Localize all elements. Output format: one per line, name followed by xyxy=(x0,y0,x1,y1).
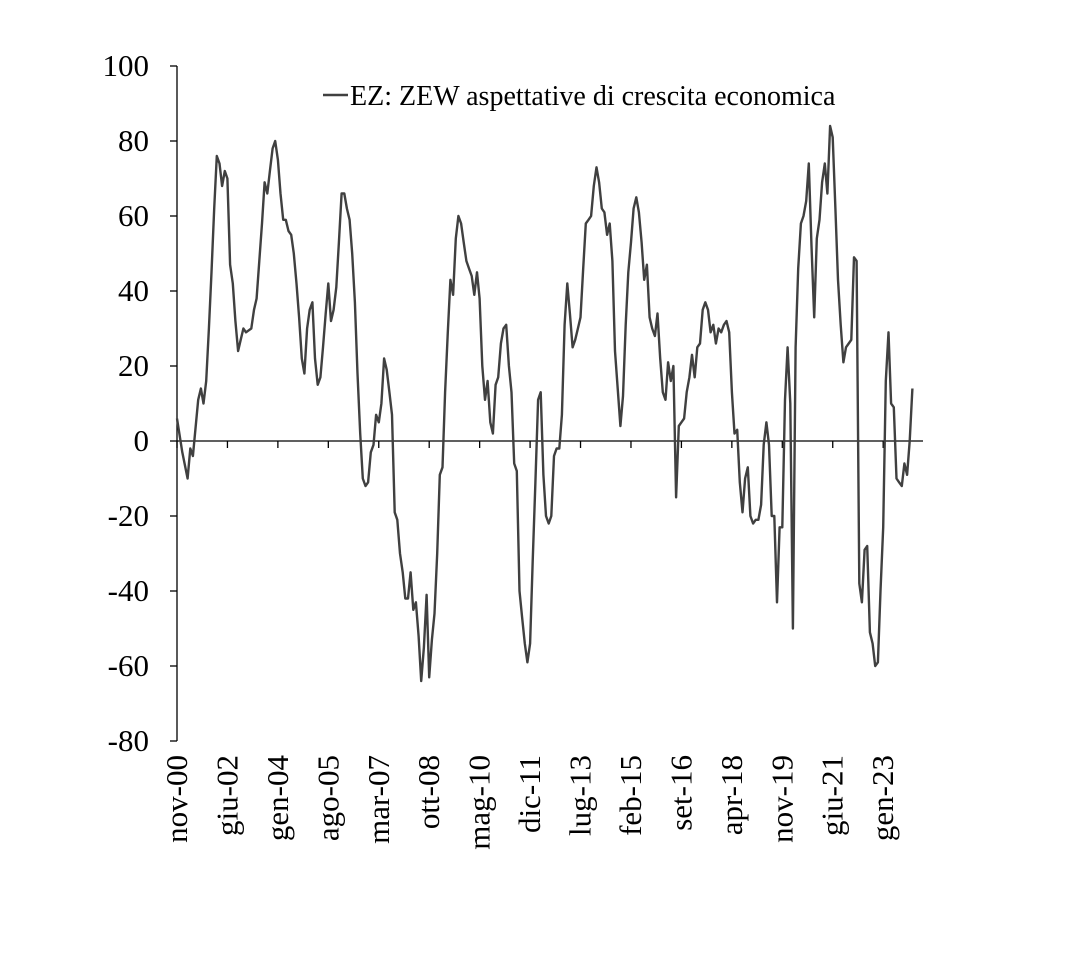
series-line xyxy=(175,124,914,683)
y-tick-label: 60 xyxy=(118,198,149,233)
x-tick-label: gen-04 xyxy=(260,755,295,842)
x-tick-label: giu-02 xyxy=(209,755,244,836)
y-tick-label: 100 xyxy=(103,48,150,83)
x-tick-label: lug-13 xyxy=(563,755,598,836)
x-tick-label: nov-00 xyxy=(159,755,194,843)
legend-label: EZ: ZEW aspettative di crescita economic… xyxy=(350,81,836,112)
x-tick-label: ago-05 xyxy=(310,755,345,841)
x-tick-label: feb-15 xyxy=(613,755,648,836)
y-tick-label: 0 xyxy=(134,423,150,458)
x-tick-label: mag-10 xyxy=(462,755,497,850)
y-tick-label: -20 xyxy=(108,498,149,533)
series-layer xyxy=(175,124,914,683)
x-tick-label: apr-18 xyxy=(714,755,749,835)
x-tick-label: mar-07 xyxy=(361,755,396,844)
x-tick-label: ott-08 xyxy=(411,755,446,829)
x-tick-label: set-16 xyxy=(663,755,698,831)
y-tick-label: -60 xyxy=(108,648,149,683)
x-tick-label: giu-21 xyxy=(815,755,850,836)
x-axis-ticks: nov-00 giu-02 gen-04 ago-05 mar-07 ott-08 mag-… xyxy=(159,441,900,850)
x-tick-label: gen-23 xyxy=(865,755,900,841)
axes xyxy=(176,66,923,741)
x-tick-label: dic-11 xyxy=(512,755,547,833)
legend: EZ: ZEW aspettative di crescita economic… xyxy=(323,81,836,112)
y-tick-label: 20 xyxy=(118,348,149,383)
y-tick-label: 40 xyxy=(118,273,149,308)
y-tick-label: -40 xyxy=(108,573,149,608)
y-tick-label: -80 xyxy=(108,723,149,758)
x-tick-label: nov-19 xyxy=(764,755,799,843)
y-tick-label: 80 xyxy=(118,123,149,158)
y-axis-ticks: 100 80 60 40 20 0 -20 -40 -60 -80 xyxy=(103,48,177,758)
